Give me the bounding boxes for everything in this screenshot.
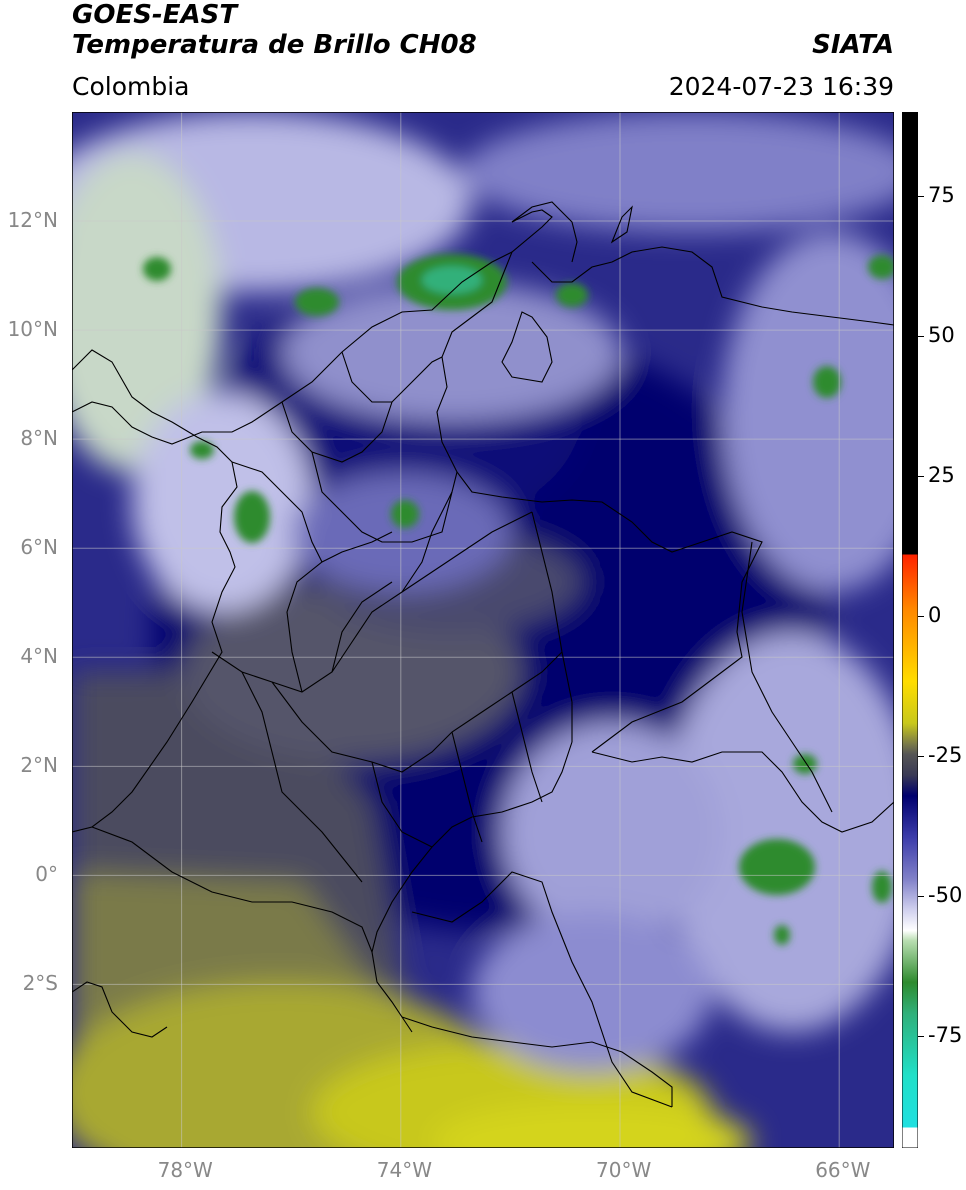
interior-dept-12 [531, 511, 573, 742]
interior-dept-7 [231, 461, 323, 563]
title-satellite: GOES-EAST [72, 0, 238, 30]
interior-dept-11 [401, 491, 453, 593]
colorbar-tick-mark [918, 336, 924, 337]
cloud-field [72, 112, 894, 1148]
title-product: Temperatura de Brillo CH08 [72, 30, 477, 60]
colorbar-fill [902, 112, 918, 1148]
colorbar-tick-mark [918, 756, 924, 757]
colorbar-tick-mark [918, 896, 924, 897]
brand-label: SIATA [812, 30, 894, 60]
lon-label: 78°W [157, 1158, 213, 1182]
lat-label: 10°N [7, 317, 58, 342]
colorbar-tick-label: 50 [928, 323, 955, 347]
colorbar-tick-label: -75 [928, 1023, 963, 1047]
interior-dept-8 [281, 401, 393, 463]
interior-dept-6 [331, 581, 393, 673]
peru-border [91, 826, 373, 953]
convective-cores [143, 254, 894, 945]
paraguana [610, 205, 633, 244]
colorbar-tick-label: -50 [928, 883, 963, 907]
lat-label: 2°S [22, 971, 58, 996]
interior-dept-3 [271, 651, 563, 773]
brazil-border [371, 741, 573, 1033]
lon-label: 70°W [596, 1158, 652, 1182]
interior-dept-4 [371, 761, 433, 848]
colorbar-tick-mark [918, 1036, 924, 1037]
interior-dept-10 [311, 451, 458, 543]
datetime-label: 2024-07-23 16:39 [668, 72, 894, 101]
lon-label: 74°W [376, 1158, 433, 1182]
interior-dept-2 [241, 671, 363, 883]
ecuador-coast [72, 981, 168, 1038]
region-label: Colombia [72, 72, 190, 101]
colorbar [902, 112, 918, 1148]
lat-label: 6°N [20, 535, 58, 560]
colorbar-tick-mark [918, 616, 924, 617]
colorbar-tick-mark [918, 196, 924, 197]
venezuela-brazil [591, 751, 894, 833]
coastlines-and-borders [72, 201, 894, 1108]
interior-dept-13 [451, 731, 483, 843]
interior-dept-9 [341, 351, 443, 403]
south-border [411, 871, 673, 1108]
colorbar-tick-label: 75 [928, 183, 955, 207]
lon-label: 66°W [815, 1158, 871, 1182]
interior-dept-1 [211, 511, 533, 693]
interior-dept-14 [511, 691, 543, 803]
colorbar-tick-label: 25 [928, 463, 955, 487]
pacific-coast [72, 349, 238, 833]
guajira-coast [511, 201, 578, 263]
interior-dept-5 [286, 531, 393, 693]
lat-label: 4°N [20, 644, 58, 669]
lat-label: 0° [35, 862, 58, 887]
lake-maracaibo [501, 311, 553, 383]
amazon-river [401, 1016, 673, 1107]
lat-label: 12°N [7, 208, 58, 233]
lat-label: 8°N [20, 426, 58, 451]
colorbar-tick-mark [918, 476, 924, 477]
colorbar-tick-label: -25 [928, 743, 963, 767]
gridlines [72, 112, 894, 1148]
venezuela-coast [531, 246, 894, 326]
brazil-state-line [741, 541, 833, 813]
colorbar-tick-label: 0 [928, 603, 942, 627]
lat-label: 2°N [20, 753, 58, 778]
satellite-map [72, 112, 894, 1148]
